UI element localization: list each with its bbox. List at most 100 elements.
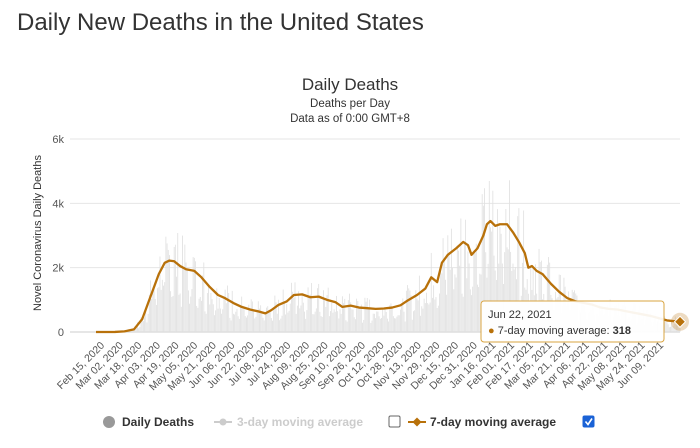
daily-deaths-bar: [146, 322, 148, 332]
daily-deaths-bar: [414, 310, 416, 332]
daily-deaths-bar: [206, 293, 208, 332]
daily-deaths-bar: [241, 296, 243, 332]
daily-deaths-bar: [413, 311, 414, 332]
daily-deaths-bar: [140, 317, 142, 332]
daily-deaths-bar: [475, 243, 477, 332]
daily-deaths-bar: [292, 291, 294, 332]
daily-deaths-bar: [169, 255, 170, 332]
daily-deaths-bar: [275, 302, 277, 332]
daily-deaths-bar: [314, 311, 316, 332]
daily-deaths-bar: [133, 330, 135, 332]
daily-deaths-bar: [214, 315, 215, 332]
daily-deaths-bar: [251, 301, 253, 332]
daily-deaths-bar: [338, 318, 340, 332]
daily-deaths-bar: [305, 318, 307, 332]
daily-deaths-bar: [667, 324, 669, 332]
daily-deaths-bar: [341, 296, 343, 332]
daily-deaths-bar: [287, 312, 289, 332]
daily-deaths-bar: [458, 250, 459, 332]
daily-deaths-bar: [308, 297, 310, 332]
daily-deaths-bar: [300, 305, 302, 332]
daily-deaths-bar: [507, 249, 509, 332]
legend-checkbox-3-day-moving-average[interactable]: [388, 415, 401, 428]
daily-deaths-bar: [469, 289, 471, 332]
daily-deaths-bar: [286, 303, 288, 332]
legend-checkbox-7-day-moving-average[interactable]: [582, 415, 595, 428]
daily-deaths-bar: [141, 316, 143, 332]
daily-deaths-bar: [317, 288, 318, 332]
daily-deaths-bar: [429, 302, 431, 332]
daily-deaths-bar: [281, 315, 283, 332]
daily-deaths-bar: [180, 306, 182, 332]
daily-deaths-bar: [238, 318, 240, 332]
daily-deaths-bar: [501, 263, 503, 332]
daily-deaths-bar: [212, 304, 214, 332]
page-title: Daily New Deaths in the United States: [17, 9, 424, 36]
daily-deaths-bar: [363, 319, 365, 332]
daily-deaths-bar: [324, 298, 326, 332]
daily-deaths-bar: [435, 297, 437, 332]
daily-deaths-bar: [517, 216, 519, 332]
daily-deaths-bar: [407, 285, 408, 332]
daily-deaths-bar: [159, 256, 161, 332]
daily-deaths-bar: [295, 313, 297, 332]
daily-deaths-bar: [235, 311, 237, 332]
daily-deaths-bar: [224, 289, 226, 332]
legend-item-daily-deaths[interactable]: Daily Deaths: [103, 415, 194, 429]
daily-deaths-bar: [209, 304, 211, 332]
daily-deaths-bar: [347, 300, 349, 332]
daily-deaths-bar: [418, 275, 420, 332]
daily-deaths-bar: [259, 308, 260, 332]
daily-deaths-bar: [262, 317, 264, 332]
legend-item-7-day-moving-average[interactable]: 7-day moving average: [408, 415, 595, 429]
daily-deaths-bar: [225, 303, 227, 332]
daily-deaths-bar: [170, 291, 172, 332]
daily-deaths-bar: [167, 249, 169, 332]
daily-deaths-bar: [199, 297, 201, 332]
daily-deaths-bar: [266, 307, 267, 332]
legend-item-3-day-moving-average[interactable]: 3-day moving average: [214, 415, 401, 429]
daily-deaths-bar: [518, 208, 520, 332]
daily-deaths-bar: [273, 308, 275, 332]
daily-deaths-bar: [460, 218, 462, 332]
daily-deaths-bar: [196, 305, 198, 332]
daily-deaths-bar: [346, 321, 348, 332]
daily-deaths-bar: [163, 285, 164, 332]
daily-deaths-bar: [247, 315, 249, 332]
daily-deaths-bar: [370, 322, 372, 332]
daily-deaths-bar: [459, 265, 461, 332]
hover-point-marker[interactable]: [673, 315, 687, 328]
daily-deaths-bar: [394, 318, 395, 332]
daily-deaths-bar: [447, 235, 449, 332]
daily-deaths-bar: [205, 313, 207, 332]
daily-deaths-bar: [454, 274, 456, 332]
daily-deaths-bar: [318, 283, 320, 332]
daily-deaths-bar: [327, 287, 329, 332]
daily-deaths-bar: [229, 317, 231, 332]
daily-deaths-bar: [432, 297, 433, 332]
daily-deaths-bar: [455, 277, 457, 332]
daily-deaths-bar: [461, 293, 463, 332]
daily-deaths-bar: [352, 309, 354, 332]
daily-deaths-bar: [368, 308, 369, 332]
daily-deaths-bar: [260, 305, 262, 332]
daily-deaths-bar: [236, 309, 238, 332]
daily-deaths-bar: [424, 303, 426, 332]
daily-deaths-bar: [523, 210, 525, 332]
daily-deaths-bar: [211, 299, 213, 332]
daily-deaths-bar: [355, 319, 356, 332]
daily-deaths-bar: [161, 279, 163, 332]
daily-deaths-bar: [294, 282, 296, 332]
daily-deaths-bar: [373, 313, 375, 332]
daily-deaths-bar: [409, 290, 411, 332]
daily-deaths-bar: [301, 293, 303, 332]
daily-deaths-bar: [403, 311, 405, 332]
daily-deaths-bar: [340, 313, 342, 332]
daily-deaths-bar: [670, 326, 671, 332]
daily-deaths-bar: [532, 265, 534, 332]
daily-deaths-bar: [339, 309, 341, 332]
daily-deaths-bar: [269, 311, 271, 332]
daily-deaths-bar: [369, 299, 371, 332]
daily-deaths-bar: [422, 308, 424, 332]
